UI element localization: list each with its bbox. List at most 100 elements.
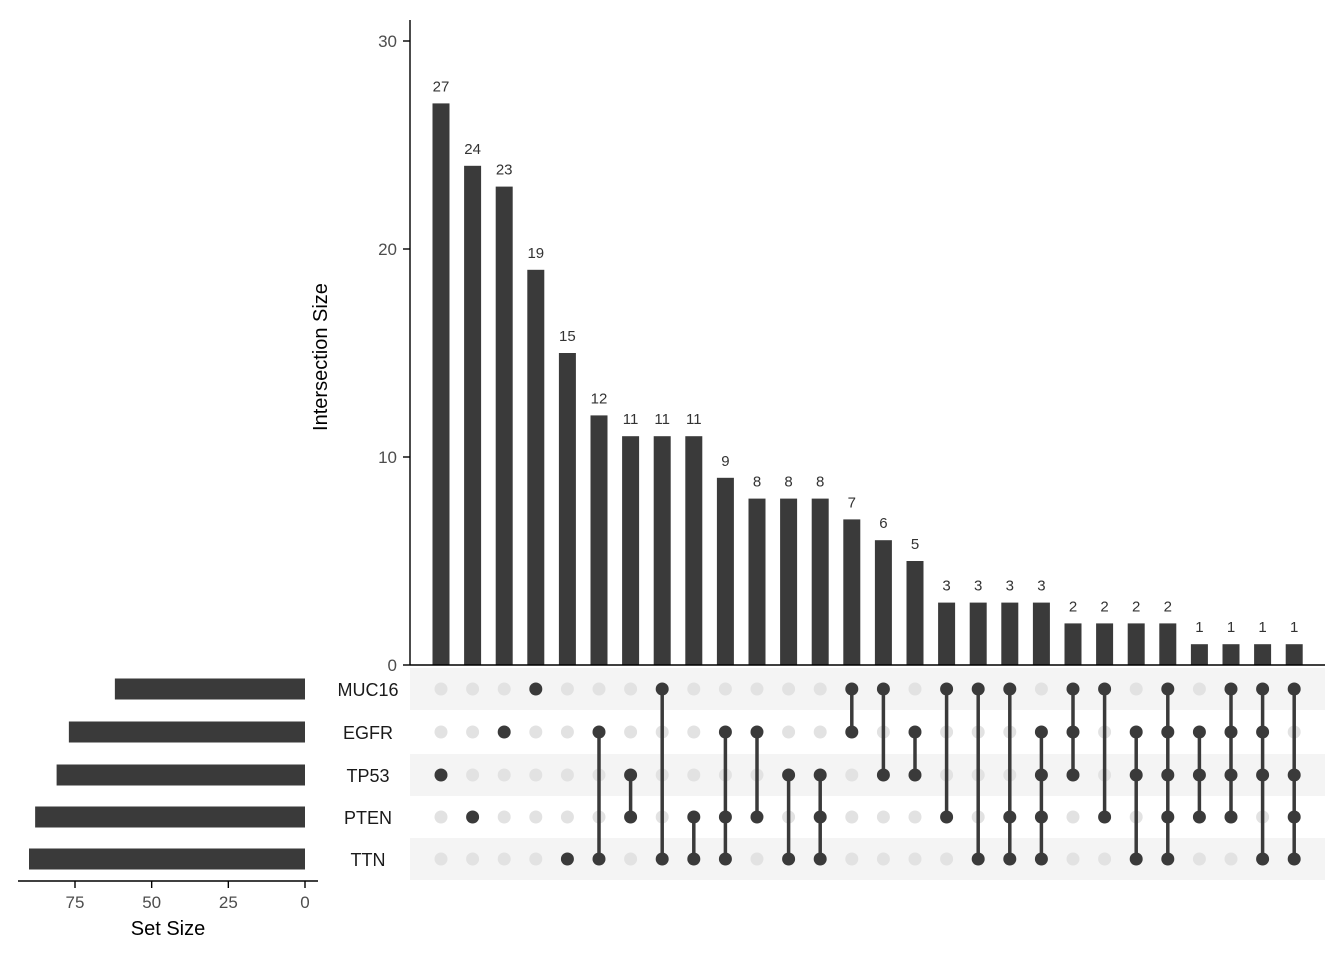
matrix-dot-active — [718, 725, 732, 739]
matrix-dot-active — [1224, 810, 1238, 824]
matrix-dot-active — [1161, 852, 1175, 866]
matrix-dot-inactive — [845, 768, 859, 782]
intersection-bar-value: 1 — [1258, 619, 1266, 636]
matrix-dot-inactive — [434, 852, 448, 866]
matrix-dot-active — [1066, 725, 1080, 739]
intersection-bar-value: 5 — [911, 536, 919, 553]
intersection-matrix — [434, 682, 1301, 866]
matrix-dot-inactive — [560, 725, 574, 739]
matrix-dot-active — [718, 852, 732, 866]
matrix-dot-inactive — [687, 768, 701, 782]
matrix-dot-active — [813, 768, 827, 782]
set-size-tick-label: 0 — [300, 893, 309, 912]
intersection-bar-value: 11 — [686, 411, 702, 428]
matrix-dot-inactive — [560, 810, 574, 824]
matrix-dot-active — [1256, 768, 1270, 782]
intersection-bar — [527, 269, 545, 665]
matrix-dot-active — [1003, 810, 1017, 824]
matrix-dot-active — [845, 682, 859, 696]
matrix-dot-active — [655, 852, 669, 866]
intersection-bar — [1285, 644, 1303, 665]
matrix-dot-inactive — [624, 725, 638, 739]
intersection-bar — [495, 186, 513, 665]
intersection-bar-value: 23 — [496, 162, 513, 179]
y-tick-label: 10 — [378, 448, 397, 467]
matrix-dot-inactive — [1192, 682, 1206, 696]
matrix-dot-active — [782, 768, 796, 782]
matrix-dot-active — [1161, 810, 1175, 824]
intersection-bar-value: 1 — [1195, 619, 1203, 636]
matrix-dot-inactive — [845, 852, 859, 866]
intersection-bar — [685, 436, 703, 665]
matrix-dot-active — [1161, 768, 1175, 782]
matrix-dot-active — [1161, 725, 1175, 739]
matrix-dot-active — [1129, 852, 1143, 866]
intersection-bar-value: 2 — [1132, 598, 1140, 615]
matrix-dot-active — [782, 852, 796, 866]
intersection-bar — [464, 165, 482, 666]
matrix-stripes — [410, 668, 1325, 880]
intersection-bar — [780, 498, 798, 665]
matrix-dot-active — [971, 682, 985, 696]
set-label: EGFR — [343, 723, 393, 743]
matrix-dot-active — [750, 725, 764, 739]
intersection-bar — [590, 415, 608, 665]
matrix-dot-inactive — [529, 852, 543, 866]
intersection-bar — [1001, 602, 1019, 665]
matrix-dot-inactive — [497, 852, 511, 866]
intersection-bar-value: 15 — [559, 328, 576, 345]
intersection-bar — [1222, 644, 1240, 665]
intersection-bar-value: 8 — [753, 474, 761, 491]
intersection-bar-value: 3 — [942, 578, 950, 595]
intersection-bar-value: 24 — [464, 141, 481, 158]
set-size-bar — [56, 764, 305, 786]
matrix-dot-active — [718, 810, 732, 824]
matrix-dot-inactive — [718, 682, 732, 696]
matrix-dot-active — [592, 852, 606, 866]
matrix-dot-inactive — [1098, 852, 1112, 866]
intersection-bar — [1159, 623, 1177, 665]
intersection-bar-value: 1 — [1290, 619, 1298, 636]
matrix-dot-active — [1066, 682, 1080, 696]
matrix-dot-active — [750, 810, 764, 824]
matrix-dot-inactive — [1066, 810, 1080, 824]
intersection-bar-value: 27 — [433, 78, 450, 95]
intersection-bar — [1096, 623, 1114, 665]
matrix-dot-active — [971, 852, 985, 866]
matrix-dot-active — [813, 810, 827, 824]
matrix-dot-inactive — [1034, 682, 1048, 696]
intersection-bar-value: 2 — [1069, 598, 1077, 615]
matrix-dot-inactive — [560, 768, 574, 782]
set-label: TTN — [351, 850, 386, 870]
matrix-dot-active — [1256, 682, 1270, 696]
matrix-dot-active — [1098, 810, 1112, 824]
matrix-dot-active — [1224, 682, 1238, 696]
matrix-dot-active — [1034, 768, 1048, 782]
y-tick-label: 20 — [378, 240, 397, 259]
matrix-dot-active — [1066, 768, 1080, 782]
matrix-dot-inactive — [434, 725, 448, 739]
matrix-dot-inactive — [466, 682, 480, 696]
intersection-bar — [938, 602, 956, 665]
y-tick-label: 30 — [378, 32, 397, 51]
matrix-dot-inactive — [624, 852, 638, 866]
matrix-dot-inactive — [592, 682, 606, 696]
matrix-dot-active — [1287, 768, 1301, 782]
set-size-axis: 75 50 25 0 — [18, 880, 318, 912]
intersection-bar-value: 2 — [1100, 598, 1108, 615]
matrix-dot-active — [1224, 725, 1238, 739]
matrix-dot-active — [497, 725, 511, 739]
matrix-dot-inactive — [529, 810, 543, 824]
intersection-bar-value: 19 — [527, 245, 544, 262]
matrix-dot-inactive — [529, 768, 543, 782]
matrix-dot-active — [560, 852, 574, 866]
intersection-bars — [432, 103, 1303, 666]
matrix-row-stripe — [410, 668, 1325, 710]
matrix-dot-active — [908, 725, 922, 739]
matrix-dot-active — [1256, 852, 1270, 866]
set-size-bar — [68, 721, 305, 743]
intersection-bar — [653, 436, 671, 665]
matrix-dot-inactive — [560, 682, 574, 696]
matrix-dot-inactive — [687, 725, 701, 739]
